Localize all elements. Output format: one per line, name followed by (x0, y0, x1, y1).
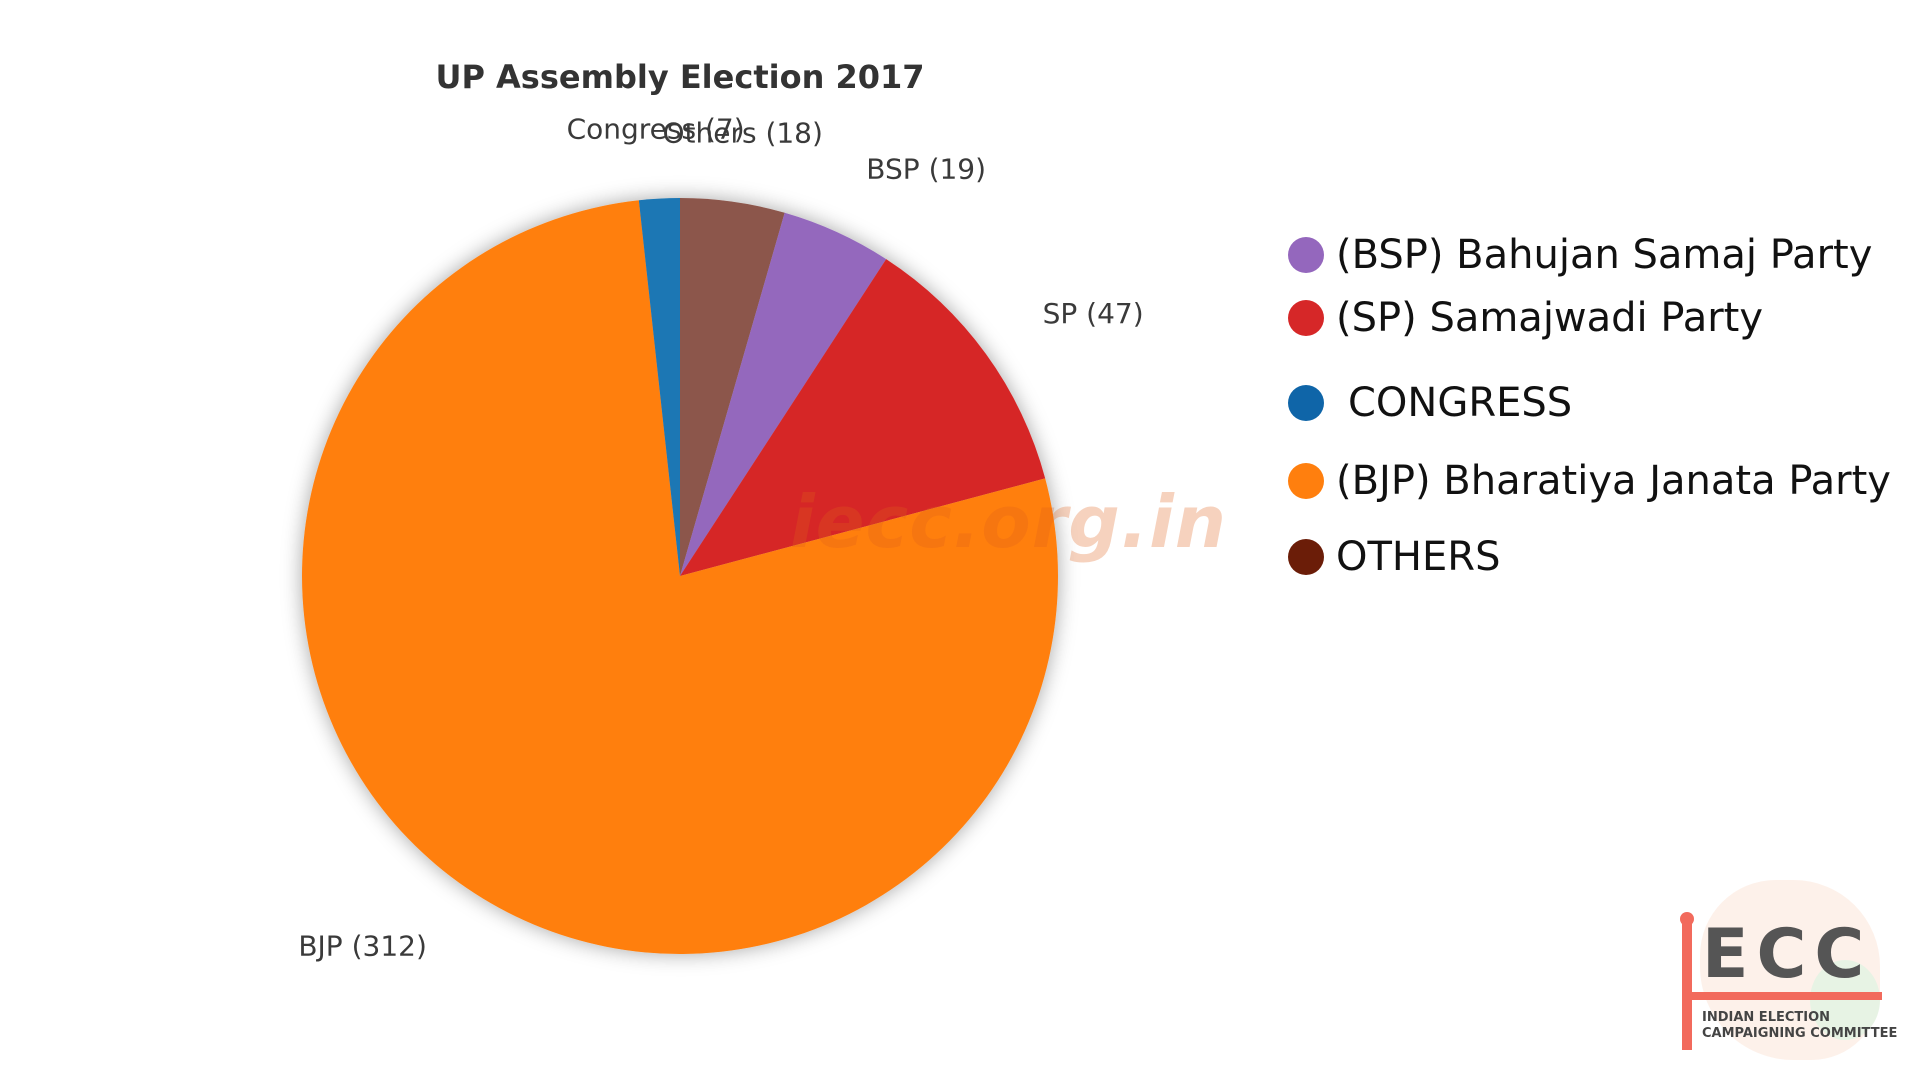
pie-labels: Others (18) BSP (19) SP (47) BJP (312) Congr… (298, 113, 1143, 963)
slice-label-0: Others (18) (662, 116, 822, 149)
legend-label: CONGRESS (1348, 380, 1573, 426)
legend-dot-icon (1288, 539, 1324, 575)
pie-slice-4 (638, 198, 680, 576)
logo-acronym: ECC (1702, 915, 1873, 994)
pie-slice-0 (680, 198, 785, 576)
logo-line-2: CAMPAIGNING COMMITTEE (1702, 1026, 1898, 1041)
logo-subtitle: INDIAN ELECTION CAMPAIGNING COMMITTEE (1702, 1010, 1897, 1042)
legend-item-3: (BJP) Bharatiya Janata Party (1288, 458, 1891, 504)
slice-label-3: BJP (312) (298, 930, 427, 963)
legend-label: (BJP) Bharatiya Janata Party (1336, 458, 1891, 504)
iecc-logo: ECC INDIAN ELECTION CAMPAIGNING COMMITTE… (1660, 860, 1897, 1070)
logo-underline (1682, 992, 1882, 1000)
slice-label-1: BSP (19) (866, 153, 986, 186)
legend-item-2: CONGRESS (1288, 380, 1572, 426)
legend-label: (SP) Samajwadi Party (1336, 295, 1764, 341)
logo-line-1: INDIAN ELECTION (1702, 1010, 1831, 1025)
pie-slice-2 (680, 259, 1046, 576)
watermark: iecc.org.in (790, 480, 1228, 564)
legend-dot-icon (1288, 300, 1324, 336)
legend-item-0: (BSP) Bahujan Samaj Party (1288, 232, 1872, 278)
chart-title: UP Assembly Election 2017 (435, 58, 924, 96)
legend-item-1: (SP) Samajwadi Party (1288, 295, 1763, 341)
slice-label-4: Congress (7) (567, 113, 745, 146)
slice-label-2: SP (47) (1043, 297, 1144, 330)
logo-bar-icon (1682, 920, 1692, 1050)
legend-label: OTHERS (1336, 534, 1501, 580)
pie-slice-3 (301, 200, 1058, 955)
legend-label: (BSP) Bahujan Samaj Party (1336, 232, 1873, 278)
map-accent-icon (1810, 960, 1880, 1040)
legend-item-4: OTHERS (1288, 534, 1500, 580)
pie-slice-1 (680, 212, 887, 577)
legend-dot-icon (1288, 463, 1324, 499)
legend-dot-icon (1288, 385, 1324, 421)
legend-dot-icon (1288, 237, 1324, 273)
pie-slices (301, 198, 1058, 955)
